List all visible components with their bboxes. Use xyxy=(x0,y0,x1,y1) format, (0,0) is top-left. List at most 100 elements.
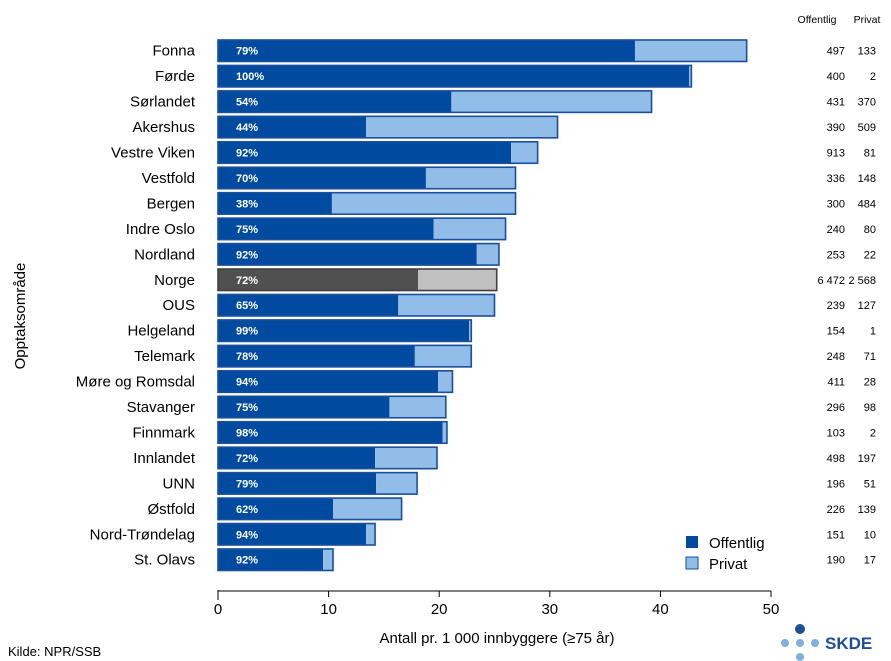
bar-privat xyxy=(323,548,334,571)
category-label: Norge xyxy=(154,272,195,289)
percent-label: 79% xyxy=(236,478,258,490)
category-label: Helgeland xyxy=(127,323,195,340)
bar-offentlig xyxy=(218,548,324,571)
x-tick-label: 10 xyxy=(320,601,337,618)
category-label: Fonna xyxy=(152,43,195,60)
bar-privat xyxy=(389,396,446,418)
count-offentlig: 400 xyxy=(827,71,845,83)
count-offentlig: 151 xyxy=(827,529,845,541)
bar-offentlig xyxy=(218,65,690,87)
legend: Offentlig Privat xyxy=(685,535,765,573)
bar-privat xyxy=(451,90,652,113)
bar-outline xyxy=(217,242,500,266)
logo-dot xyxy=(781,639,789,647)
bar-offentlig xyxy=(218,396,390,418)
bar-outline xyxy=(217,420,448,445)
bar-offentlig xyxy=(218,294,399,316)
bar-offentlig xyxy=(218,370,439,393)
bar-privat xyxy=(476,243,499,266)
logo-dot xyxy=(796,639,804,647)
bar-offentlig xyxy=(218,523,367,546)
count-privat: 80 xyxy=(864,224,876,236)
percent-label: 62% xyxy=(236,504,258,516)
bar-offentlig xyxy=(218,243,477,266)
category-label: Sørlandet xyxy=(130,94,196,111)
bar-privat xyxy=(425,167,516,189)
count-offentlig: 336 xyxy=(827,173,845,185)
category-label: St. Olavs xyxy=(134,552,195,569)
bar-outline xyxy=(217,217,507,241)
legend-swatch-privat xyxy=(685,556,699,570)
bar-privat xyxy=(414,345,472,367)
count-header-offentlig: Offentlig xyxy=(798,14,837,26)
percent-label: 99% xyxy=(236,326,258,338)
bar-outline xyxy=(217,191,517,215)
percent-label: 65% xyxy=(236,300,258,312)
bar-outline xyxy=(217,522,376,546)
bar-outline xyxy=(217,166,517,190)
x-tick-label: 0 xyxy=(214,601,222,618)
count-privat: 81 xyxy=(864,148,876,160)
percent-label: 75% xyxy=(236,402,258,414)
count-privat: 148 xyxy=(858,173,876,185)
x-axis-title: Antall pr. 1 000 innbyggere (≥75 år) xyxy=(379,630,614,647)
count-privat: 10 xyxy=(864,529,876,541)
bar-offentlig xyxy=(218,141,512,164)
category-label: OUS xyxy=(162,297,195,314)
category-label: Telemark xyxy=(134,348,195,365)
count-privat: 484 xyxy=(858,198,876,210)
logo-text: SKDE xyxy=(825,634,872,653)
category-label: Nord-Trøndelag xyxy=(90,526,195,543)
count-privat: 17 xyxy=(864,555,876,567)
category-labels: Fonna Førde Sørlandet Akershus Vestre Viken V… xyxy=(76,43,196,569)
bar-offentlig xyxy=(218,116,367,138)
bar-outline xyxy=(217,344,473,368)
bar-outline xyxy=(217,446,438,470)
logo-dot xyxy=(796,653,804,661)
category-label: Nordland xyxy=(134,246,195,263)
count-offentlig: 196 xyxy=(827,478,845,490)
bar-privat xyxy=(376,472,418,495)
percent-label: 44% xyxy=(236,122,258,134)
bar-outline xyxy=(217,90,653,114)
percent-label: 54% xyxy=(236,97,258,109)
percent-label: 92% xyxy=(236,249,258,261)
bar-offentlig xyxy=(218,39,635,62)
percent-label: 94% xyxy=(236,377,258,389)
logo-dot xyxy=(795,624,805,634)
category-label: Vestre Viken xyxy=(111,145,195,162)
x-tick-label: 20 xyxy=(431,601,448,618)
bar-offentlig xyxy=(218,345,415,367)
category-label: Bergen xyxy=(147,195,195,212)
category-label: Innlandet xyxy=(133,450,196,467)
count-privat: 197 xyxy=(858,453,876,465)
count-privat: 2 xyxy=(870,71,876,83)
count-offentlig: 253 xyxy=(827,249,845,261)
count-offentlig: 498 xyxy=(827,453,845,465)
percent-label: 94% xyxy=(236,529,258,541)
count-offentlig: 190 xyxy=(827,555,845,567)
count-offentlig: 240 xyxy=(827,224,845,236)
bar-privat xyxy=(442,421,447,444)
count-offentlig: 296 xyxy=(827,402,845,414)
count-privat: 509 xyxy=(858,122,876,134)
bar-offentlig xyxy=(218,192,332,215)
count-labels: 497 133 400 2 431 370 390 509 913 81 336 148 300 484 2… xyxy=(817,46,876,567)
bar-privat xyxy=(366,523,376,546)
category-label: Stavanger xyxy=(127,399,195,416)
count-privat: 2 568 xyxy=(848,275,876,287)
count-offentlig: 103 xyxy=(827,427,845,439)
count-offentlig: 913 xyxy=(827,148,845,160)
source-note: Kilde: NPR/SSB xyxy=(8,644,101,659)
bar-privat xyxy=(433,218,506,240)
percent-label: 78% xyxy=(236,351,258,363)
count-offentlig: 154 xyxy=(827,326,845,338)
logo-dot xyxy=(811,639,819,647)
percent-label: 92% xyxy=(236,148,258,160)
bar-outline xyxy=(217,395,447,419)
bar-outline xyxy=(217,293,496,317)
bar-privat xyxy=(469,319,472,342)
percent-label: 79% xyxy=(236,46,258,58)
count-privat: 22 xyxy=(864,249,876,261)
category-label: Østfold xyxy=(147,501,195,518)
